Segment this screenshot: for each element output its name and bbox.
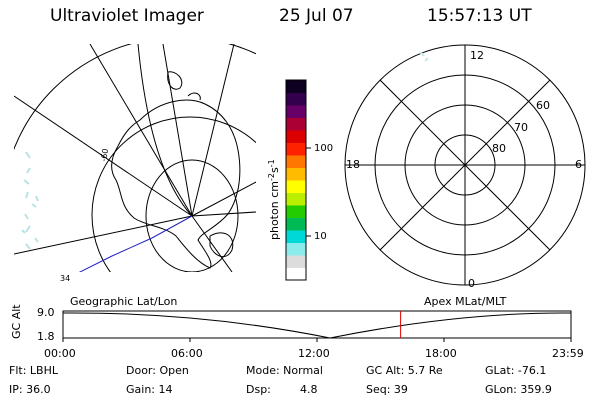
timeline-right-label: Apex MLat/MLT [424, 295, 507, 308]
tick-1200: 12:00 [298, 347, 330, 360]
map-small-label: 34 [60, 274, 70, 283]
info-door: Door: Open [126, 364, 189, 377]
tick-1800: 18:00 [425, 347, 457, 360]
polar-label-12: 12 [470, 49, 484, 62]
colorbar-cell [286, 80, 306, 93]
info-glat: GLat: -76.1 [485, 364, 547, 377]
polar-label-60: 60 [536, 99, 550, 112]
colorbar-cell [286, 155, 306, 168]
info-gc-alt: GC Alt: 5.7 Re [366, 364, 443, 377]
colorbar-unit-label: photon cm-2s-1 [267, 159, 281, 240]
info-gain: Gain: 14 [126, 383, 173, 396]
timeline-ticks: 00:00 06:00 12:00 18:00 23:59 [44, 347, 584, 360]
colorbar-cell [286, 105, 306, 118]
altitude-curve [62, 312, 572, 339]
altitude-timeline [62, 310, 572, 342]
info-glon: GLon: 359.9 [485, 383, 552, 396]
latitude-circles [14, 44, 256, 272]
aurora-emission [21, 151, 39, 250]
tick-0000: 00:00 [44, 347, 76, 360]
timeline-y-bottom: 1.8 [37, 330, 55, 343]
satellite-track [78, 215, 193, 272]
timeline-axis-name: GC Alt [10, 304, 23, 339]
timeline-y-top: 9.0 [37, 306, 55, 319]
colorbar-cell [286, 130, 306, 143]
colorbar-cell [286, 180, 306, 193]
date-label: 25 Jul 07 [279, 6, 354, 26]
colorbar-cell [286, 205, 306, 218]
tick-2359: 23:59 [552, 347, 584, 360]
info-ip: IP: 36.0 [9, 383, 51, 396]
colorbar-cell [286, 217, 306, 231]
polar-label-0: 0 [468, 277, 475, 290]
colorbar-cell [286, 167, 306, 181]
info-seq: Seq: 39 [366, 383, 408, 396]
polar-plot [344, 44, 586, 286]
window-title: Ultraviolet Imager [50, 6, 204, 26]
info-flt: Flt: LBHL [9, 364, 58, 377]
info-mode: Mode: Normal [246, 364, 323, 377]
colorbar-cell [286, 267, 306, 281]
geographic-map [14, 44, 256, 272]
polar-label-18: 18 [346, 158, 360, 171]
coastline [111, 99, 241, 269]
colorbar-cell [286, 117, 306, 131]
color-bar [285, 79, 311, 281]
colorbar-cell [286, 242, 306, 256]
time-label: 15:57:13 UT [427, 6, 532, 26]
polar-label-70: 70 [514, 121, 528, 134]
colorbar-cell [286, 230, 306, 243]
info-dsp-label: Dsp: [246, 383, 271, 396]
colorbar-cell [286, 192, 306, 206]
polar-label-80: 80 [492, 142, 506, 155]
timeline-left-label: Geographic Lat/Lon [70, 295, 177, 308]
svg-text:photon cm-2s-1: photon cm-2s-1 [267, 159, 281, 240]
info-dsp-value: 4.8 [300, 383, 318, 396]
colorbar-tick-10: 10 [314, 231, 327, 242]
colorbar-cell [286, 142, 306, 156]
polar-label-6: 6 [575, 158, 582, 171]
meridian-lines [14, 44, 256, 272]
latitude-label: -60 [99, 148, 110, 162]
colorbar-cell [286, 92, 306, 106]
tick-0600: 06:00 [171, 347, 203, 360]
colorbar-cell [286, 255, 306, 268]
polar-labels: 12 0 18 6 60 70 80 [346, 49, 582, 290]
colorbar-tick-100: 100 [314, 143, 333, 154]
